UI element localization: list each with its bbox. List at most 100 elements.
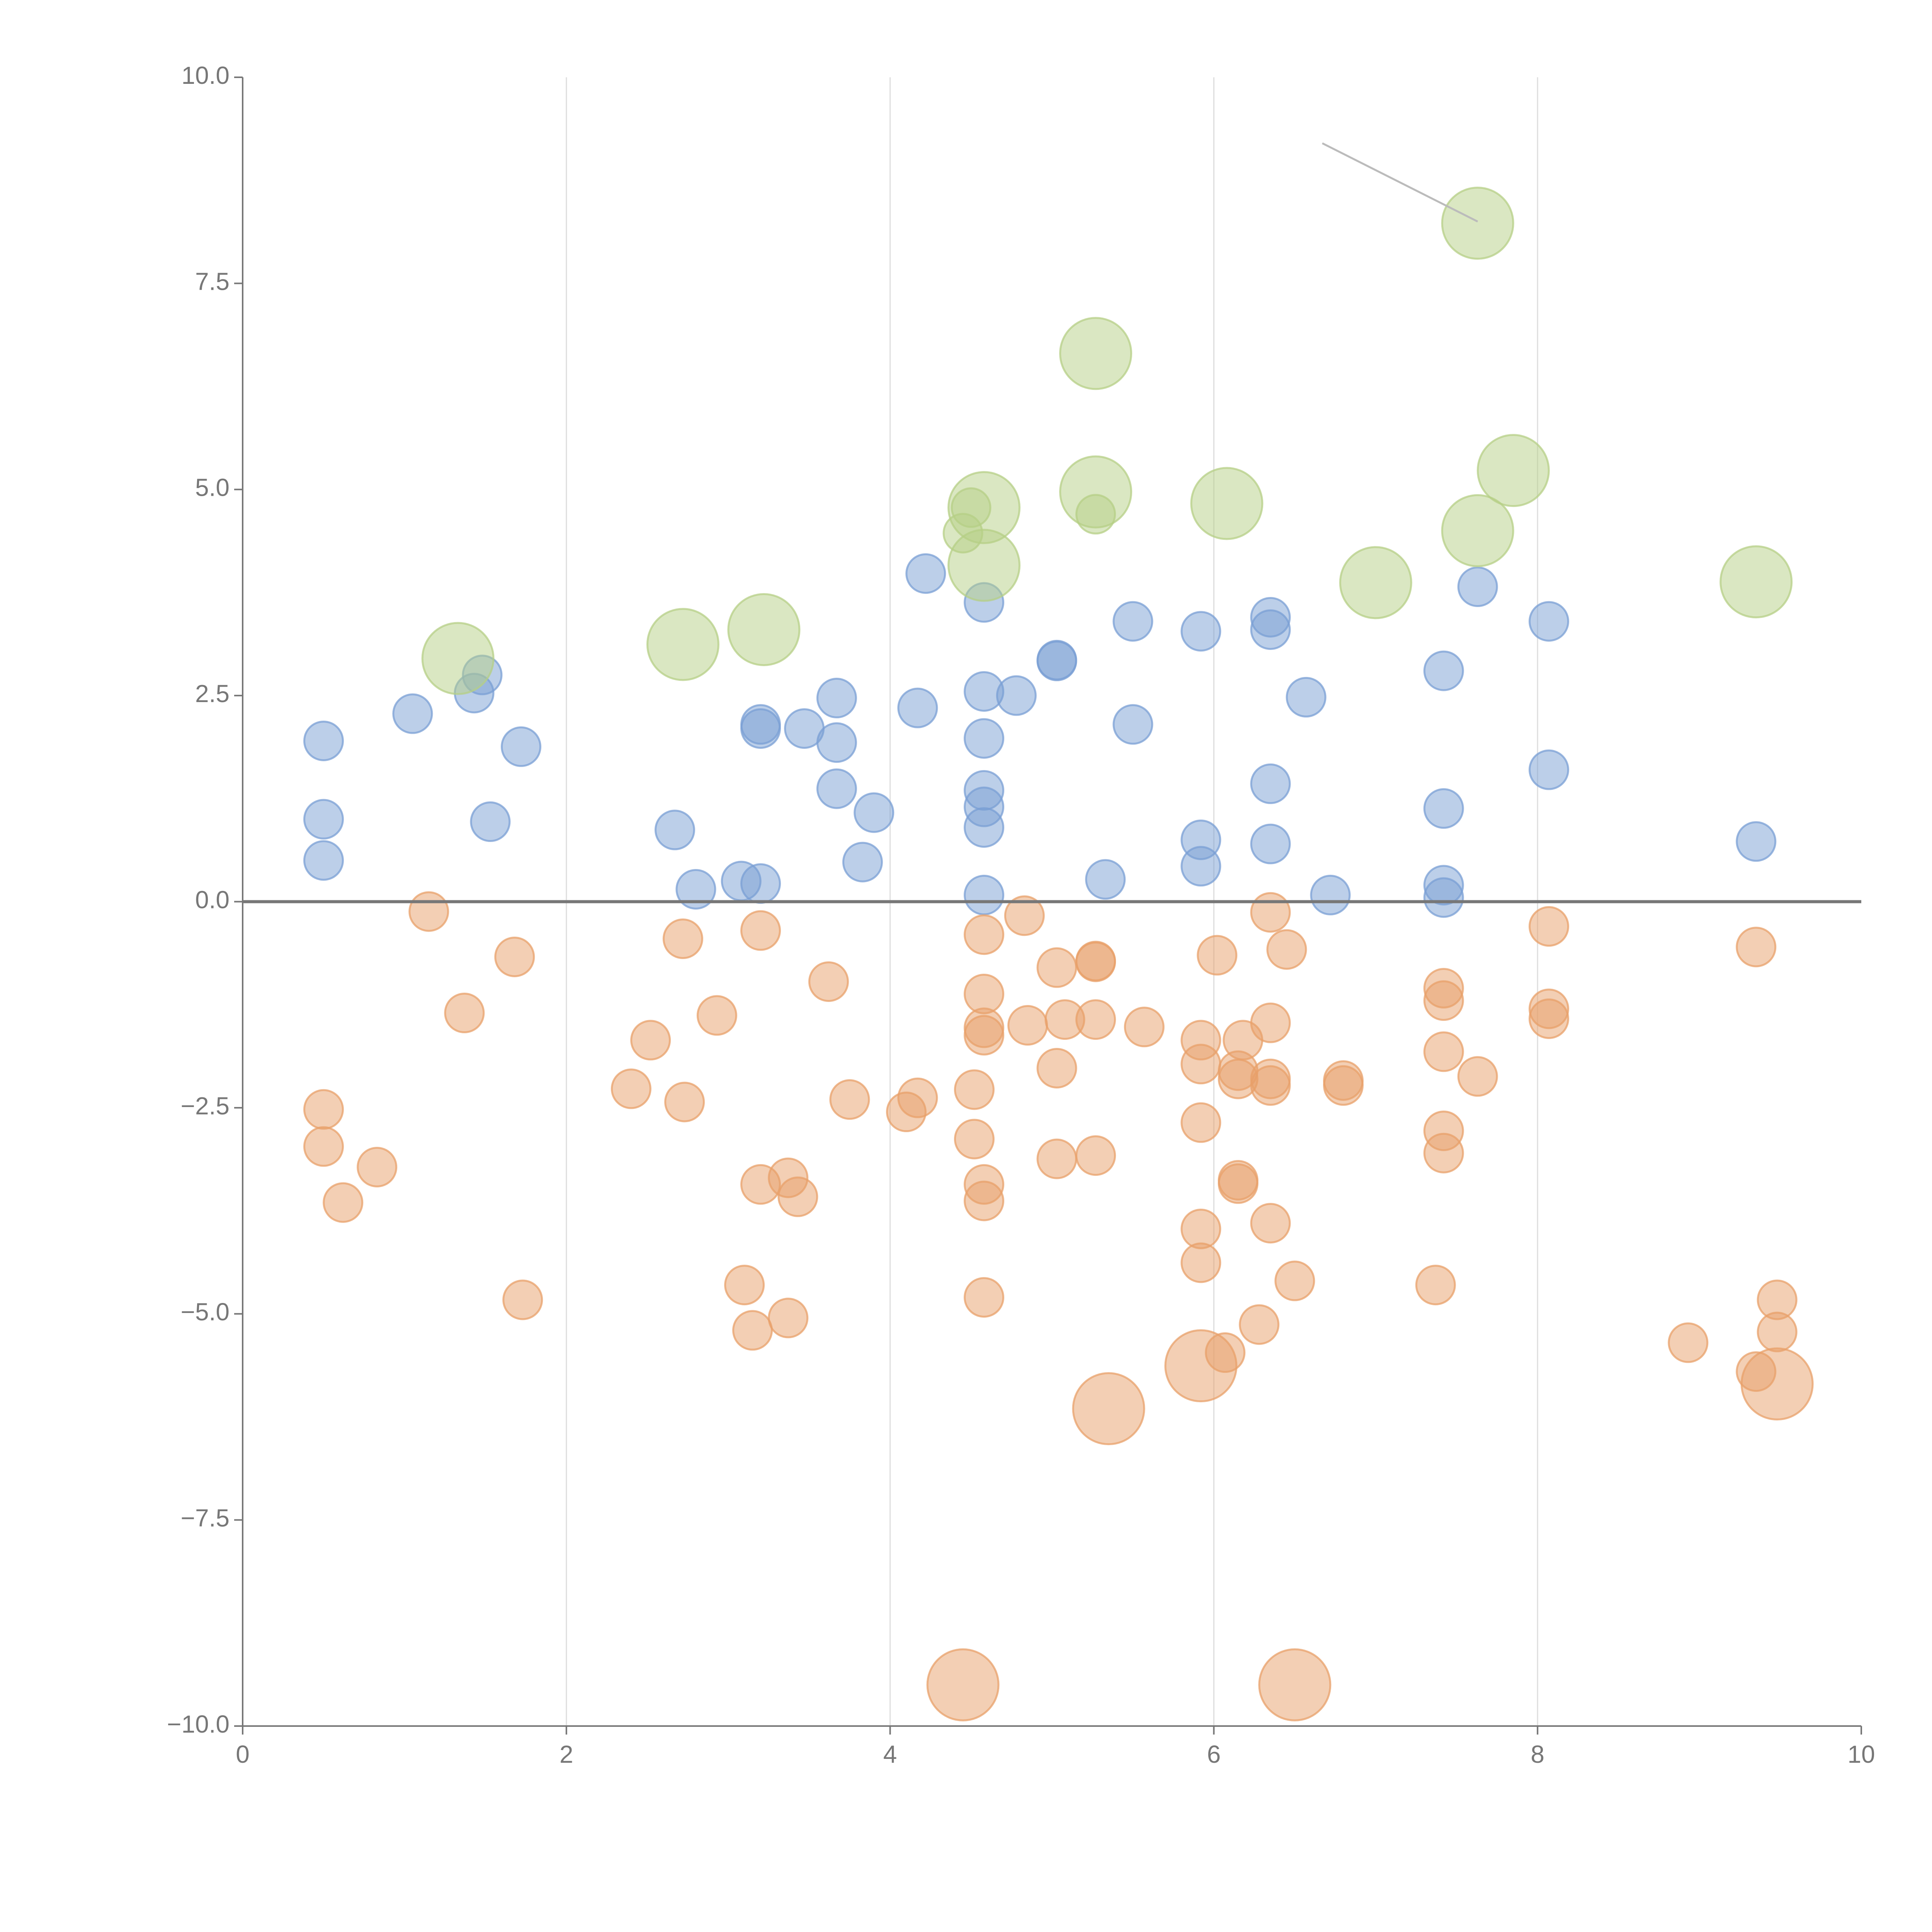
data-point-negative-13	[724, 1265, 765, 1306]
data-point-positive-45	[1423, 788, 1464, 829]
data-point-positive-41	[1250, 823, 1291, 864]
data-point-positive-8	[654, 810, 695, 850]
data-point-positive-1	[303, 799, 344, 840]
x-tick-label-4: 8	[1531, 1740, 1544, 1768]
data-point-positive-28	[964, 874, 1005, 915]
data-point-negative-4	[408, 891, 449, 932]
data-point-positive-6	[470, 801, 511, 842]
data-point-negative-15	[740, 910, 781, 951]
data-point-negative-68	[1423, 980, 1464, 1021]
data-point-positive-20	[897, 687, 938, 728]
y-tick-label-7: −7.5	[181, 1504, 230, 1532]
data-point-negative-69	[1423, 1031, 1464, 1072]
data-point-positive-27	[964, 807, 1005, 848]
y-tick-label-8: −10.0	[167, 1710, 230, 1738]
data-point-positive-11	[740, 863, 781, 904]
data-point-negative-57	[1250, 892, 1291, 933]
data-point-positive-3	[392, 693, 433, 734]
data-point-negative-46	[1180, 1102, 1221, 1143]
y-tick-label-6: −5.0	[181, 1298, 230, 1326]
data-point-positive-50	[1529, 749, 1570, 790]
annotation-leader-line	[1321, 142, 1478, 223]
data-point-negative-40	[1075, 941, 1116, 982]
data-point-positive-29	[996, 675, 1037, 716]
data-point-negative-56	[1239, 1304, 1280, 1345]
data-point-negative-25	[954, 1119, 995, 1160]
data-point-positive-highlight-0	[421, 622, 495, 695]
data-point-positive-33	[1112, 601, 1153, 642]
data-point-negative-8	[611, 1068, 651, 1109]
data-point-negative-34	[1007, 1005, 1048, 1046]
data-point-negative-12	[696, 995, 737, 1036]
data-point-positive-21	[905, 553, 946, 594]
data-point-positive-highlight-8	[1339, 546, 1412, 619]
data-point-negative-18	[768, 1298, 809, 1338]
data-point-positive-24	[964, 718, 1005, 759]
data-point-positive-13	[740, 708, 781, 749]
data-point-negative-48	[1180, 1242, 1221, 1283]
data-point-negative-41	[1075, 999, 1116, 1040]
data-point-negative-54	[1218, 1163, 1259, 1204]
y-tick-label-1: 7.5	[195, 267, 230, 295]
data-point-positive-2	[303, 840, 344, 881]
x-tick-label-3: 6	[1207, 1740, 1221, 1768]
data-point-positive-highlight-11	[1476, 434, 1550, 507]
data-point-positive-31	[1036, 641, 1077, 682]
data-point-negative-45	[1180, 1044, 1221, 1085]
data-point-negative-62	[1266, 929, 1307, 970]
y-tick-label-2: 5.0	[195, 474, 230, 502]
data-point-positive-42	[1286, 677, 1327, 718]
y-tick-label-0: 10.0	[181, 61, 230, 89]
data-point-negative-1	[303, 1126, 344, 1167]
data-point-positive-highlight-7	[1190, 467, 1264, 540]
y-tick-label-5: −2.5	[181, 1092, 230, 1120]
data-point-positive-51	[1736, 821, 1777, 862]
points-layer	[303, 187, 1814, 1721]
data-point-negative-80	[1757, 1311, 1798, 1352]
reference-layer	[243, 142, 1861, 903]
data-point-negative-36	[1036, 1048, 1077, 1088]
x-tick-label-2: 4	[883, 1740, 897, 1768]
data-point-negative-7	[502, 1279, 543, 1320]
data-point-negative-2	[323, 1182, 364, 1223]
data-point-negative-65	[1323, 1065, 1364, 1106]
data-point-positive-highlight-10	[1441, 494, 1514, 567]
data-point-negative-35	[1036, 947, 1077, 988]
data-point-negative-11	[662, 918, 703, 959]
data-point-negative-highlight-4	[1740, 1347, 1814, 1421]
data-point-negative-9	[630, 1020, 671, 1061]
data-point-negative-77	[1736, 927, 1777, 968]
data-point-positive-7	[501, 726, 542, 767]
data-point-negative-23	[897, 1077, 938, 1118]
data-point-negative-10	[664, 1082, 705, 1122]
data-point-positive-16	[816, 722, 857, 763]
data-point-positive-highlight-12	[1719, 545, 1793, 619]
data-point-negative-20	[808, 961, 849, 1002]
data-point-negative-0	[303, 1089, 344, 1130]
data-point-negative-highlight-3	[1164, 1329, 1238, 1403]
data-point-negative-75	[1529, 998, 1570, 1039]
data-point-negative-76	[1668, 1322, 1709, 1363]
data-point-negative-71	[1423, 1133, 1464, 1173]
y-tick-label-4: 0.0	[195, 886, 230, 913]
data-point-positive-highlight-1	[646, 608, 719, 681]
axis-layer: 10.0 7.5 5.0 2.5 0.0 −2.5 −5.0 −7.5 −10.00 2 4 6 8 10	[167, 61, 1875, 1768]
data-point-negative-61	[1250, 1203, 1291, 1244]
data-point-positive-35	[1180, 611, 1221, 652]
data-point-negative-58	[1250, 1002, 1291, 1043]
data-point-negative-19	[777, 1176, 818, 1217]
data-point-positive-17	[816, 768, 857, 809]
data-point-positive-19	[854, 792, 895, 833]
data-point-negative-31	[964, 1180, 1005, 1221]
data-point-positive-highlight-small-1	[942, 513, 983, 554]
data-point-negative-73	[1529, 906, 1570, 947]
data-point-positive-40	[1250, 763, 1291, 804]
data-point-negative-32	[964, 1277, 1005, 1318]
data-point-positive-47	[1423, 877, 1464, 918]
data-point-negative-66	[1415, 1265, 1456, 1306]
data-point-positive-highlight-small-2	[1075, 494, 1116, 535]
data-point-positive-37	[1180, 846, 1221, 887]
data-point-negative-43	[1124, 1007, 1165, 1048]
data-point-positive-32	[1085, 859, 1126, 900]
data-point-negative-6	[494, 936, 535, 977]
